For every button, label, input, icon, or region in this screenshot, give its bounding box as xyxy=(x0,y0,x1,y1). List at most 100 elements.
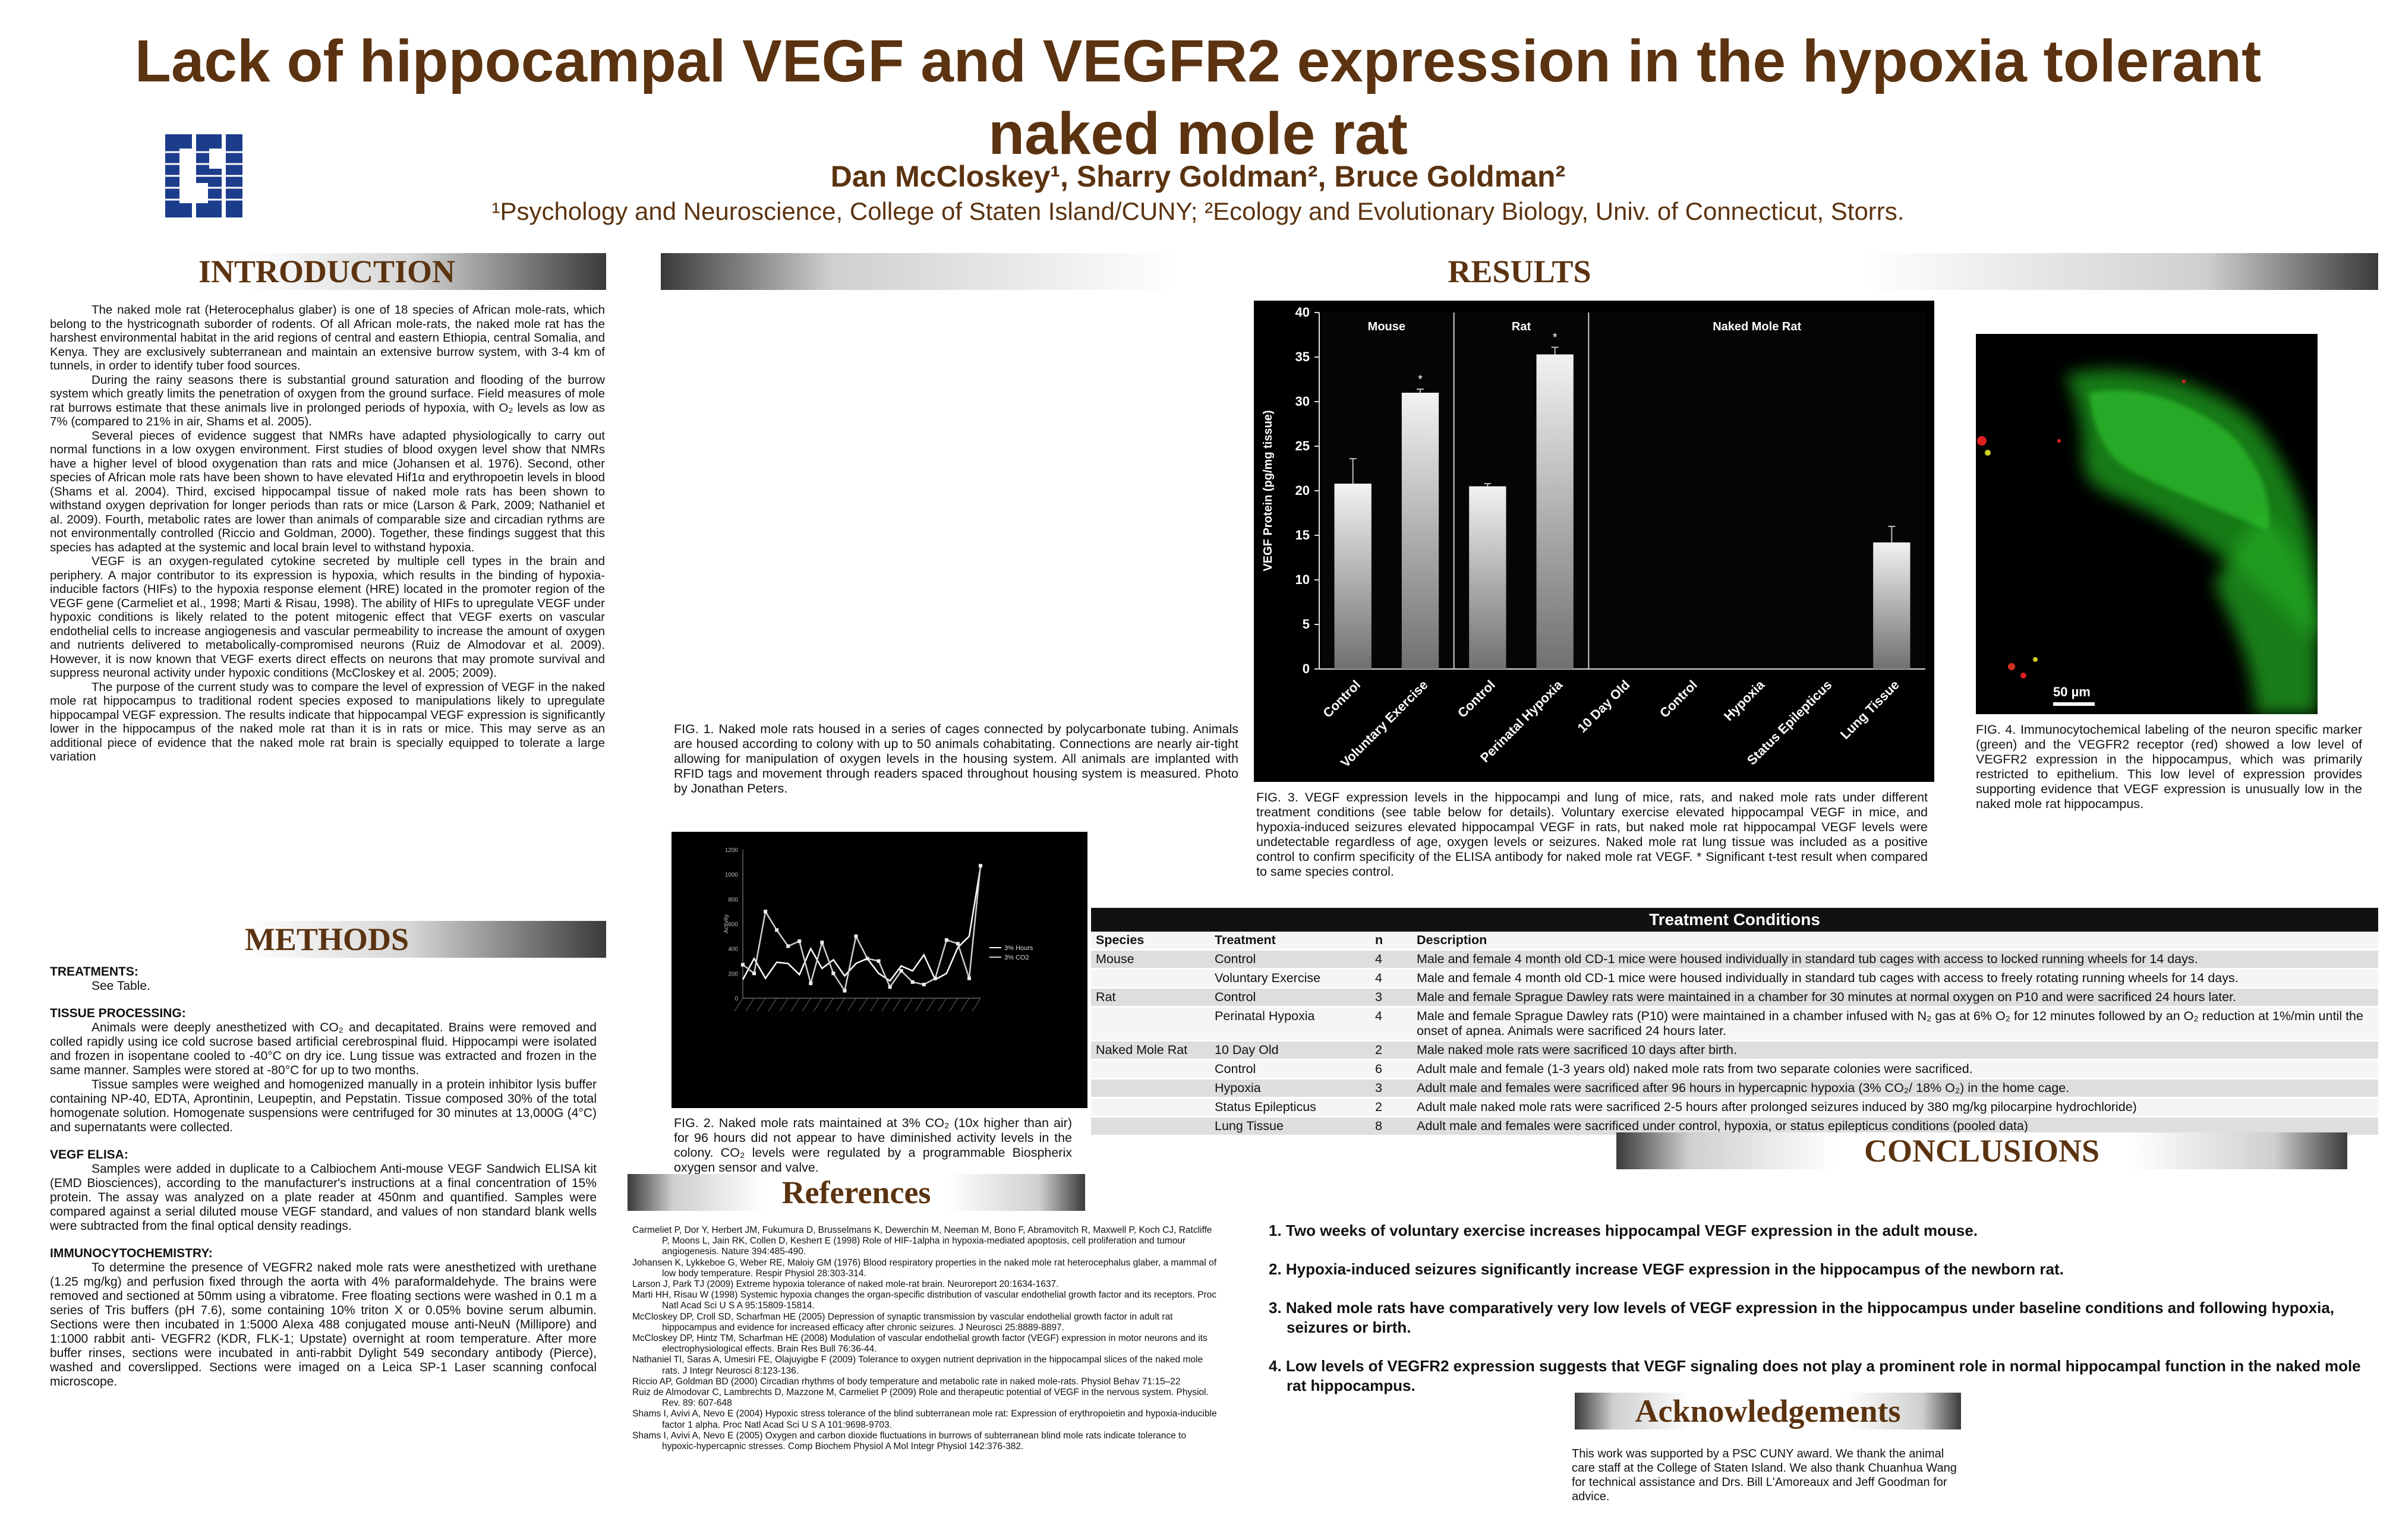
elisa-heading: VEGF ELISA: xyxy=(50,1148,128,1162)
series-point xyxy=(809,982,813,985)
table-cell: Naked Mole Rat xyxy=(1091,1040,1210,1061)
series-point xyxy=(831,971,836,976)
y-tick-label: 800 xyxy=(728,897,738,903)
acknowledgements-heading: Acknowledgements xyxy=(1635,1393,1901,1429)
table-cell: Hypoxia xyxy=(1210,1078,1370,1099)
x-tick xyxy=(779,998,789,1012)
table-header-cell: Treatment xyxy=(1210,932,1370,951)
series-point xyxy=(865,957,869,961)
table-cell: Male and female Sprague Dawley rats (P10… xyxy=(1412,1006,2378,1042)
y-tick-label: 15 xyxy=(1295,528,1310,542)
series-point xyxy=(888,985,892,989)
x-tick xyxy=(960,998,970,1012)
table-cell: 4 xyxy=(1370,949,1412,970)
table-cell: Adult male and female (1-3 years old) na… xyxy=(1412,1059,2378,1080)
x-tick xyxy=(836,998,845,1012)
conclusions-header-bar xyxy=(1616,1132,2347,1169)
table-cell: Male and female Sprague Dawley rats were… xyxy=(1412,987,2378,1008)
group-label: Rat xyxy=(1512,320,1531,333)
reference-item: Nathaniel TI, Saras A, Umesiri FE, Olaju… xyxy=(632,1355,1203,1376)
y-tick-label: 600 xyxy=(728,922,738,928)
table-cell: Mouse xyxy=(1091,949,1210,970)
scale-bar-label: 50 µm xyxy=(2053,684,2091,699)
x-tick-label: Lung Tissue xyxy=(1837,677,1902,742)
table-cell: Male and female 4 month old CD-1 mice we… xyxy=(1412,968,2378,989)
conclusions-list: 1. Two weeks of voluntary exercise incre… xyxy=(1269,1221,2368,1415)
series-point xyxy=(933,976,937,980)
x-tick xyxy=(870,998,879,1012)
x-tick xyxy=(768,998,777,1012)
x-tick xyxy=(847,998,856,1012)
y-axis-label: VEGF Protein (pg/mg tissue) xyxy=(1262,410,1275,571)
fig1-caption: FIG. 1. Naked mole rats housed in a seri… xyxy=(674,722,1238,796)
table-cell xyxy=(1091,1116,1210,1137)
treatments-heading: TREATMENTS: xyxy=(50,965,138,979)
y-tick-label: 1000 xyxy=(725,872,739,879)
table-row: Rat Control 3 Male and female Sprague Dawle… xyxy=(1091,987,2378,1008)
conclusion-item: 2. Hypoxia-induced seizures significantl… xyxy=(1269,1260,2064,1278)
x-tick xyxy=(790,998,800,1012)
table-header-row: Species Treatment n Description xyxy=(1091,932,2378,951)
conclusion-item: 3. Naked mole rats have comparatively ve… xyxy=(1269,1299,2335,1336)
table-cell: 6 xyxy=(1370,1059,1412,1080)
group-label: Naked Mole Rat xyxy=(1713,320,1801,333)
x-tick xyxy=(915,998,925,1012)
x-tick xyxy=(734,998,743,1012)
reference-item: Larson J, Park TJ (2009) Extreme hypoxia… xyxy=(632,1279,1059,1290)
reference-item: Shams I, Avivi A, Nevo E (2005) Oxygen a… xyxy=(632,1430,1186,1452)
table-cell: 3 xyxy=(1370,987,1412,1008)
series-point xyxy=(956,942,960,946)
reference-item: Riccio AP, Goldman BD (2000) Circadian r… xyxy=(632,1376,1181,1387)
references-header-bar xyxy=(628,1174,1085,1211)
results-heading: RESULTS xyxy=(1448,254,1591,289)
x-tick xyxy=(893,998,902,1012)
introduction-heading: INTRODUCTION xyxy=(198,254,456,289)
y-tick-label: 5 xyxy=(1303,617,1310,632)
y-tick-label: 0 xyxy=(734,996,738,1002)
table-cell: Lung Tissue xyxy=(1210,1116,1370,1137)
treatment-table-grid: Species Treatment n Description Mouse Control… xyxy=(1091,932,2378,1137)
y-tick-label: 40 xyxy=(1295,305,1310,320)
activity-chart: 0 200 400 600 800 1000 1200 Activity 3% Hours 3% … xyxy=(671,832,1087,1108)
series-line xyxy=(742,866,982,982)
methods-paragraph: Tissue samples were weighed and homogeni… xyxy=(50,1078,597,1134)
y-tick-label: 1200 xyxy=(725,847,739,854)
bar xyxy=(1469,486,1506,669)
table-row: Voluntary Exercise 4 Male and female 4 mon… xyxy=(1091,968,2378,989)
table-header-cell: Description xyxy=(1412,932,2378,951)
x-tick-label: Control xyxy=(1320,677,1363,721)
legend-label: 3% Hours xyxy=(1004,945,1033,952)
table-title: Treatment Conditions xyxy=(1091,908,2378,932)
table-cell: Male naked mole rats were sacrificed 10 … xyxy=(1412,1040,2378,1061)
table-header-cell: Species xyxy=(1091,932,1210,951)
x-tick xyxy=(904,998,913,1012)
y-tick-label: 20 xyxy=(1295,483,1310,498)
series-point xyxy=(979,864,982,868)
series-point xyxy=(967,976,971,980)
table-cell: Perinatal Hypoxia xyxy=(1210,1006,1370,1042)
reference-item: Ruiz de Almodovar C, Lambrechts D, Mazzo… xyxy=(632,1387,1209,1409)
table-cell: Control xyxy=(1210,1059,1370,1080)
x-tick xyxy=(745,998,755,1012)
table-cell: 2 xyxy=(1370,1040,1412,1061)
title-line-2: naked mole rat xyxy=(988,100,1408,167)
fig3-caption: FIG. 3. VEGF expression levels in the hi… xyxy=(1256,790,1928,879)
table-row: Control 6 Adult male and female (1-3 years… xyxy=(1091,1059,2378,1080)
conclusions-heading: CONCLUSIONS xyxy=(1864,1133,2100,1169)
intro-paragraph: The purpose of the current study was to … xyxy=(50,680,605,764)
table-cell: Rat xyxy=(1091,987,1210,1008)
csi-logo xyxy=(159,128,248,223)
x-tick xyxy=(859,998,868,1012)
table-cell: 3 xyxy=(1370,1078,1412,1099)
introduction-text: The naked mole rat (Heterocephalus glabe… xyxy=(50,303,605,916)
y-axis-label: Activity xyxy=(723,914,730,933)
table-cell xyxy=(1091,1097,1210,1118)
table-cell: Control xyxy=(1210,987,1370,1008)
group-label: Mouse xyxy=(1368,320,1405,333)
table-header-cell: n xyxy=(1370,932,1412,951)
y-tick-label: 25 xyxy=(1295,438,1310,453)
references-list: Carmeliet P, Dor Y, Herbert JM, Fukumura… xyxy=(632,1225,1221,1452)
reference-item: McCloskey DP, Hintz TM, Scharfman HE (20… xyxy=(632,1333,1208,1355)
intro-paragraph: VEGF is an oxygen-regulated cytokine sec… xyxy=(50,554,605,680)
table-cell xyxy=(1091,1059,1210,1080)
